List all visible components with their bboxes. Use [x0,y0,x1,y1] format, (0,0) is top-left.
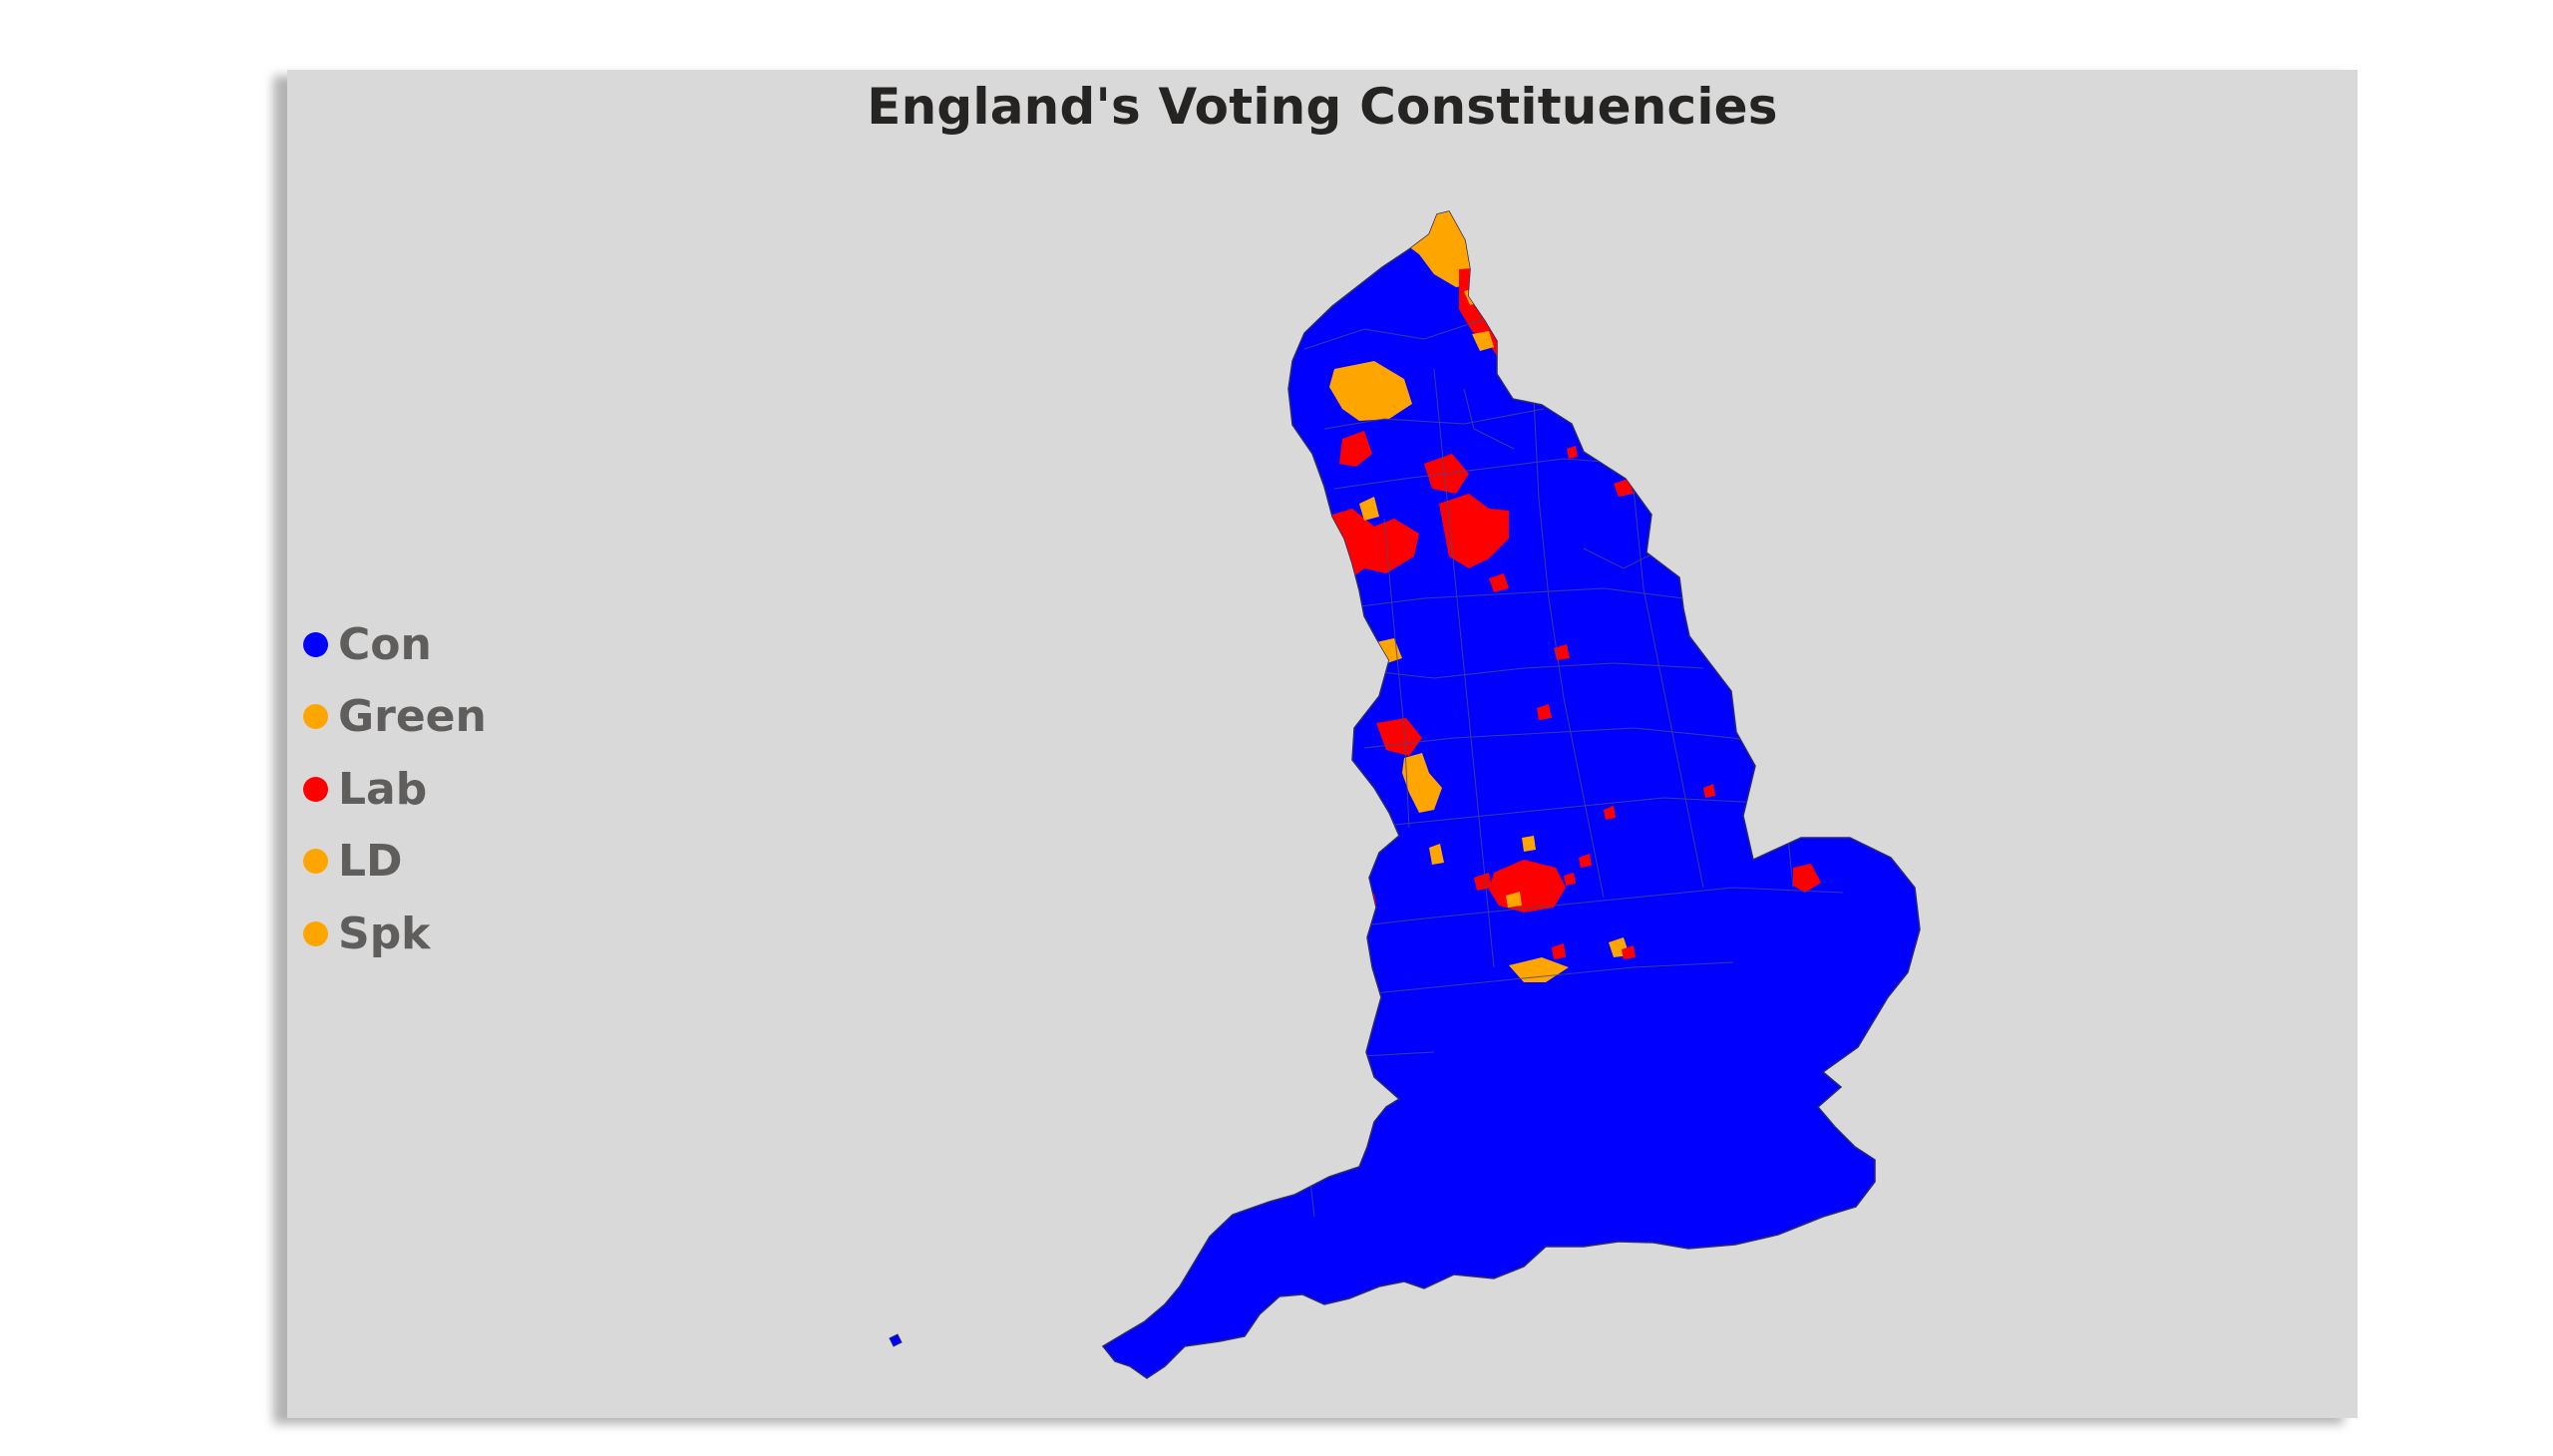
legend-label: Con [338,618,432,670]
region-cambridge[interactable] [1703,784,1715,798]
region-bristol-red[interactable] [1336,873,1348,888]
region-sheffield[interactable] [1489,573,1509,592]
region-brighton[interactable] [1622,945,1636,959]
region-isle-of-wight[interactable] [1509,957,1569,982]
legend-dot-icon [303,920,328,946]
legend-item-ld[interactable]: LD [303,826,487,899]
region-exeter[interactable] [1324,1013,1336,1027]
legend-label: Spk [338,908,431,959]
region-manchester-green[interactable] [1359,497,1379,521]
region-merseyside-green[interactable] [1330,606,1344,626]
region-plymouth[interactable] [1265,1081,1278,1095]
region-leicester[interactable] [1537,704,1552,720]
region-west-yorkshire[interactable] [1439,494,1509,568]
isles-of-scilly [889,1333,903,1347]
region-lancashire[interactable] [1339,431,1372,467]
legend-label: LD [338,836,403,888]
region-norwich[interactable] [1813,704,1825,718]
map-title: England's Voting Constituencies [867,78,1778,136]
region-merseyside[interactable] [1309,563,1359,606]
legend-item-spk[interactable]: Spk [303,898,487,970]
legend-dot-icon [303,631,328,657]
region-tyneside-green[interactable] [1472,331,1494,351]
england-constituency-map[interactable] [287,70,2358,1418]
region-kent[interactable] [1793,864,1821,893]
region-york[interactable] [1567,446,1578,459]
region-lake-district[interactable] [1329,361,1412,421]
region-london-lab-west[interactable] [1474,873,1492,891]
region-london-green-2[interactable] [1522,836,1536,852]
region-hull[interactable] [1614,479,1634,497]
region-bristol[interactable] [1339,808,1374,858]
legend-item-lab[interactable]: Lab [303,753,487,826]
map-legend: Con Green Lab LD Spk [303,608,487,970]
map-visual-card: England's Voting Constituencies Con Gree… [287,70,2358,1418]
legend-dot-icon [303,704,328,730]
region-oxford[interactable] [1429,844,1444,865]
legend-item-green[interactable]: Green [303,681,487,754]
region-southampton[interactable] [1552,943,1566,959]
region-birmingham[interactable] [1376,718,1422,756]
region-london-green[interactable] [1506,892,1522,908]
region-luton[interactable] [1604,806,1616,820]
legend-label: Lab [338,763,428,815]
legend-dot-icon [303,849,328,875]
england-landmass [1102,210,1921,1379]
legend-dot-icon [303,776,328,802]
legend-item-con[interactable]: Con [303,608,487,681]
legend-label: Green [338,691,487,743]
region-warwickshire[interactable] [1402,753,1442,813]
region-slough[interactable] [1564,873,1576,886]
region-reading[interactable] [1579,854,1592,868]
